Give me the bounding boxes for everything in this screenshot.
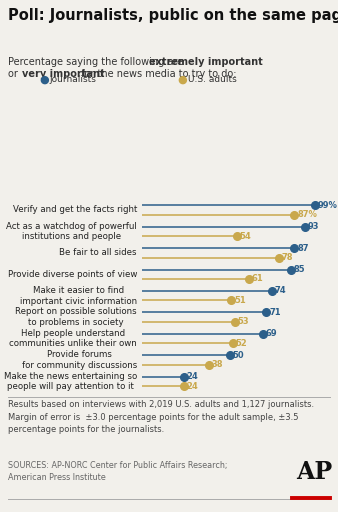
Text: Provide diverse points of view: Provide diverse points of view bbox=[7, 270, 137, 279]
Text: 87: 87 bbox=[297, 244, 309, 252]
Text: SOURCES: AP-NORC Center for Public Affairs Research;
American Press Institute: SOURCES: AP-NORC Center for Public Affai… bbox=[8, 461, 228, 482]
Text: for the news media to try to do:: for the news media to try to do: bbox=[78, 69, 236, 79]
Text: 52: 52 bbox=[236, 339, 247, 348]
Text: AP: AP bbox=[296, 460, 332, 484]
Text: 24: 24 bbox=[187, 381, 198, 391]
Text: Be fair to all sides: Be fair to all sides bbox=[59, 248, 137, 258]
Text: ●: ● bbox=[39, 74, 49, 84]
Text: Verify and get the facts right: Verify and get the facts right bbox=[13, 205, 137, 215]
Text: Poll: Journalists, public on the same page: Poll: Journalists, public on the same pa… bbox=[8, 8, 338, 23]
Text: 53: 53 bbox=[238, 317, 249, 326]
Text: 38: 38 bbox=[211, 360, 223, 369]
Text: 71: 71 bbox=[269, 308, 281, 317]
Text: Journalists: Journalists bbox=[49, 75, 96, 84]
Text: 85: 85 bbox=[294, 265, 305, 274]
Text: 54: 54 bbox=[239, 231, 251, 241]
Text: Provide forums
for community discussions: Provide forums for community discussions bbox=[22, 350, 137, 370]
Text: 24: 24 bbox=[187, 372, 198, 381]
Text: 87%: 87% bbox=[297, 210, 317, 219]
Text: extremely important: extremely important bbox=[149, 57, 263, 68]
Text: 61: 61 bbox=[251, 274, 263, 284]
Text: Percentage saying the following are: Percentage saying the following are bbox=[8, 57, 187, 68]
Text: Help people understand
communities unlike their own: Help people understand communities unlik… bbox=[9, 329, 137, 348]
Text: or: or bbox=[8, 69, 21, 79]
Text: very important: very important bbox=[22, 69, 104, 79]
Text: 99%: 99% bbox=[318, 201, 338, 210]
Text: 51: 51 bbox=[234, 296, 246, 305]
Text: 50: 50 bbox=[232, 351, 244, 360]
Text: Report on possible solutions
to problems in society: Report on possible solutions to problems… bbox=[15, 307, 137, 327]
Text: 69: 69 bbox=[266, 329, 277, 338]
Text: Results based on interviews with 2,019 U.S. adults and 1,127 journalists.
Margin: Results based on interviews with 2,019 U… bbox=[8, 400, 315, 434]
Text: 74: 74 bbox=[274, 287, 286, 295]
Text: 78: 78 bbox=[281, 253, 293, 262]
Text: Make the news entertaining so
people will pay attention to it: Make the news entertaining so people wil… bbox=[4, 372, 137, 391]
Text: ●: ● bbox=[178, 74, 187, 84]
Text: 93: 93 bbox=[308, 222, 319, 231]
Text: Act as a watchdog of powerful
institutions and people: Act as a watchdog of powerful institutio… bbox=[6, 222, 137, 241]
Text: U.S. adults: U.S. adults bbox=[188, 75, 236, 84]
Text: Make it easier to find
important civic information: Make it easier to find important civic i… bbox=[20, 286, 137, 306]
